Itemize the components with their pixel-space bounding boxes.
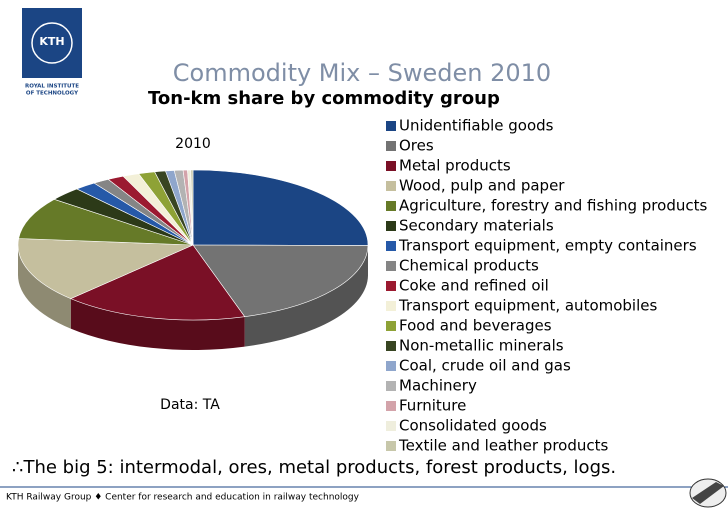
legend-label: Ores [399, 137, 434, 155]
legend-label: Unidentifiable goods [399, 117, 554, 135]
legend-label: Metal products [399, 157, 511, 175]
logo-caption: OF TECHNOLOGY [26, 91, 79, 97]
legend-swatch [386, 301, 396, 311]
legend-label: Transport equipment, empty containers [398, 237, 697, 255]
legend-swatch [386, 421, 396, 431]
train-icon [689, 478, 727, 508]
slice [192, 244, 369, 317]
legend-swatch [386, 241, 396, 251]
chart-subtitle: Ton-km share by commodity group [148, 88, 500, 109]
legend-swatch [386, 381, 396, 391]
legend-label: Transport equipment, automobiles [398, 297, 657, 315]
logo-text: KTH [39, 35, 64, 48]
legend-label: Non-metallic minerals [399, 337, 564, 355]
legend-label: Food and beverages [399, 317, 552, 335]
legend-label: Agriculture, forestry and fishing produc… [399, 197, 707, 215]
pie-label: 2010 [175, 136, 211, 152]
source: Data: TA [160, 397, 220, 413]
slice [192, 169, 369, 246]
legend-label: Machinery [399, 377, 477, 395]
legend-swatch [386, 161, 396, 171]
legend-label: Coal, crude oil and gas [399, 357, 571, 375]
legend-swatch [386, 201, 396, 211]
logo-caption: ROYAL INSTITUTE [25, 84, 79, 90]
legend-label: Secondary materials [399, 217, 554, 235]
footer: KTH Railway Group ♦ Center for research … [6, 493, 360, 503]
slice-side [244, 245, 368, 347]
legend-label: Wood, pulp and paper [399, 177, 565, 195]
slice [17, 238, 194, 299]
legend-swatch [386, 121, 396, 131]
legend-swatch [386, 321, 396, 331]
logo-emblem [31, 22, 73, 64]
legend-swatch [386, 441, 396, 451]
legend: Unidentifiable goods Ores Metal products Wo… [386, 117, 707, 455]
legend-swatch [386, 261, 396, 271]
slice [18, 198, 194, 246]
legend-label: Coke and refined oil [399, 277, 549, 295]
legend-swatch [386, 281, 396, 291]
slice [69, 244, 246, 321]
note: ∴The big 5: intermodal, ores, metal prod… [12, 457, 616, 478]
legend-swatch [386, 141, 396, 151]
slice-side [70, 298, 245, 350]
legend-swatch [386, 181, 396, 191]
legend-swatch [386, 401, 396, 411]
legend-swatch [386, 341, 396, 351]
legend-label: Chemical products [399, 257, 539, 275]
pie [17, 169, 369, 350]
legend-label: Textile and leather products [398, 437, 608, 455]
slice [190, 169, 194, 246]
legend-swatch [386, 221, 396, 231]
chart-title: Commodity Mix – Sweden 2010 [173, 59, 551, 87]
legend-label: Furniture [399, 397, 466, 415]
slice-side [18, 245, 71, 329]
legend-label: Consolidated goods [399, 417, 547, 435]
legend-swatch [386, 361, 396, 371]
